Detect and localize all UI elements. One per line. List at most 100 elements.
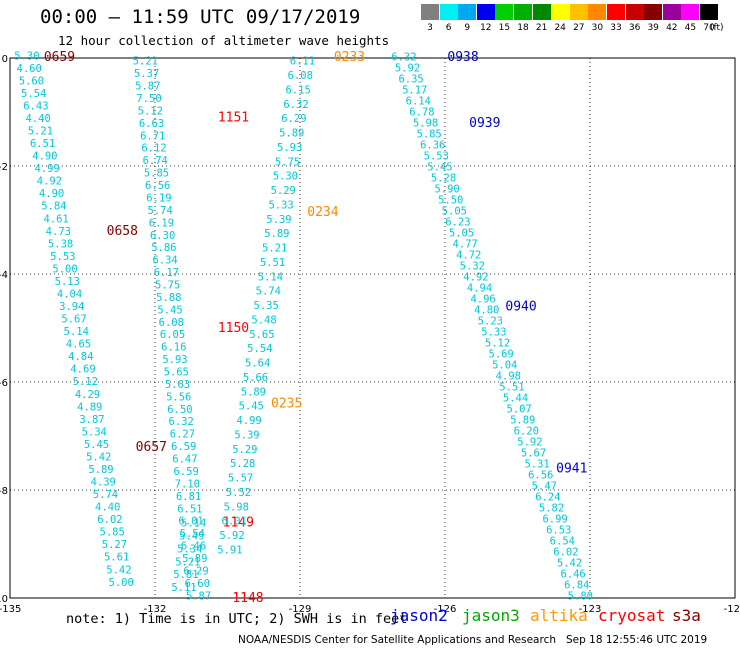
wave-height-value: 5.33 — [268, 199, 293, 211]
wave-height-value: 6.54 — [550, 535, 575, 547]
wave-height-value: 5.27 — [102, 539, 127, 551]
wave-height-value: 5.54 — [247, 343, 272, 355]
x-tick-label: -120 — [724, 604, 740, 615]
pass-time-label: 0939 — [469, 116, 500, 131]
mission-jason3: jason3 — [462, 606, 520, 625]
legend-swatch — [681, 4, 700, 20]
legend-label: 18 — [517, 23, 529, 33]
wave-height-value: 5.87 — [186, 590, 211, 602]
wave-height-value: 6.53 — [546, 524, 571, 536]
wave-height-value: 6.24 — [535, 491, 560, 503]
wave-height-value: 6.02 — [97, 514, 122, 526]
wave-height-value: 5.42 — [106, 564, 131, 576]
wave-height-value: 6.36 — [420, 139, 445, 151]
wave-height-value: 5.29 — [232, 444, 257, 456]
wave-height-value: 6.99 — [542, 513, 567, 525]
pass-time-label: 0234 — [307, 205, 338, 220]
legend-swatch — [588, 4, 607, 20]
wave-height-value: 5.54 — [180, 528, 205, 540]
wave-height-value: 5.35 — [254, 300, 279, 312]
wave-height-value: 5.14 — [64, 326, 89, 338]
wave-height-value: 4.61 — [43, 213, 68, 225]
wave-height-value: 4.92 — [463, 271, 488, 283]
wave-height-value: 5.75 — [155, 279, 180, 291]
wave-height-value: 4.77 — [452, 238, 477, 250]
wave-height-value: 4.04 — [57, 288, 82, 300]
wave-height-value: 4.96 — [470, 293, 495, 305]
wave-height-value: 5.47 — [532, 480, 557, 492]
wave-height-value: 6.59 — [171, 441, 196, 453]
wave-height-value: 5.89 — [182, 553, 207, 565]
wave-height-value: 5.67 — [61, 314, 86, 326]
pass-time-label: 1151 — [218, 110, 249, 125]
wave-height-value: 6.35 — [398, 73, 423, 85]
wave-height-value: 5.82 — [539, 502, 564, 514]
y-tick-label: -2 — [0, 162, 8, 173]
wave-height-value: 5.67 — [521, 447, 546, 459]
wave-height-value: 6.14 — [406, 95, 431, 107]
wave-height-value: 5.63 — [165, 379, 190, 391]
wave-height-value: 5.12 — [73, 376, 98, 388]
wave-height-value: 4.29 — [75, 389, 100, 401]
legend-unit: (ft) — [710, 23, 724, 33]
wave-height-value: 5.92 — [517, 436, 542, 448]
wave-height-value: 5.13 — [55, 276, 80, 288]
wave-height-value: 5.28 — [230, 458, 255, 470]
wave-height-value: 5.30 — [273, 171, 298, 183]
wave-height-value: 5.00 — [52, 263, 77, 275]
wave-height-value: 5.38 — [48, 238, 73, 250]
legend-label: 39 — [647, 23, 659, 33]
legend-swatch — [551, 4, 570, 20]
wave-height-value: 5.74 — [256, 286, 281, 298]
legend-swatch — [644, 4, 663, 20]
map-frame — [9, 57, 736, 599]
pass-time-label: 0658 — [107, 224, 138, 239]
wave-height-value: 6.32 — [283, 99, 308, 111]
pass-time-label: 0941 — [556, 461, 587, 476]
wave-height-value: 6.01 — [178, 516, 203, 528]
wave-height-value: 4.72 — [456, 249, 481, 261]
wave-height-value: 5.65 — [164, 367, 189, 379]
wave-height-value: 5.17 — [402, 84, 427, 96]
credit-line: NOAA/NESDIS Center for Satellite Applica… — [238, 634, 708, 646]
legend-label: 42 — [666, 23, 678, 33]
y-tick-label: -8 — [0, 486, 8, 497]
wave-height-value: 4.99 — [34, 163, 59, 175]
wave-height-value: 5.14 — [181, 517, 206, 529]
y-tick-label: -4 — [0, 270, 8, 281]
pass-time-label: 0940 — [505, 299, 536, 314]
legend-label: 70 — [703, 23, 715, 33]
legend-swatch — [607, 4, 625, 20]
wave-height-value: 5.90 — [434, 183, 459, 195]
wave-height-value: 6.63 — [139, 118, 164, 130]
wave-height-value: 5.84 — [41, 201, 66, 213]
wave-height-value: 6.20 — [514, 425, 539, 437]
wave-height-value: 5.53 — [424, 150, 449, 162]
x-tick-label: -129 — [289, 604, 312, 615]
wave-height-value: 5.56 — [166, 391, 191, 403]
wave-height-value: 5.85 — [100, 527, 125, 539]
wave-height-value: 5.11 — [171, 582, 196, 594]
wave-height-value: 5.85 — [416, 128, 441, 140]
wave-height-value: 5.91 — [217, 544, 242, 556]
wave-height-value: 5.60 — [19, 75, 44, 87]
wave-height-value: 5.45 — [427, 161, 452, 173]
legend-label: 9 — [464, 23, 471, 33]
legend-label: 36 — [628, 23, 641, 33]
legend-label: 24 — [554, 23, 566, 33]
wave-height-value: 5.49 — [179, 530, 204, 542]
wave-height-value: 5.80 — [568, 590, 593, 602]
wave-height-value: 5.87 — [135, 81, 160, 93]
wave-height-value: 5.21 — [28, 126, 53, 138]
wave-height-value: 6.23 — [445, 216, 470, 228]
wave-height-value: 5.39 — [266, 214, 291, 226]
wave-height-value: 6.34 — [152, 255, 177, 267]
wave-height-value: 6.71 — [140, 130, 165, 142]
wave-height-value: 6.32 — [169, 416, 194, 428]
legend-label: 12 — [480, 23, 492, 33]
wave-height-value: 6.56 — [528, 469, 553, 481]
wave-height-value: 5.50 — [438, 194, 463, 206]
wave-height-value: 5.89 — [88, 464, 113, 476]
x-tick-label: -126 — [434, 604, 457, 615]
wave-height-value: 6.51 — [177, 503, 202, 515]
